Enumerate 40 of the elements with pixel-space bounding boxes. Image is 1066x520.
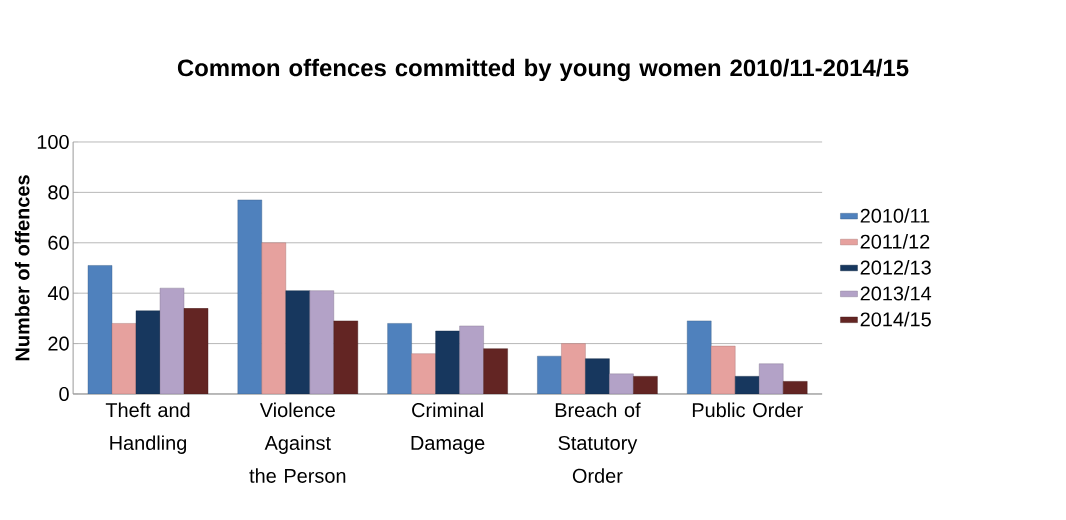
bar xyxy=(609,373,634,394)
bar xyxy=(111,323,137,394)
legend-label: 2013/14 xyxy=(860,285,932,301)
x-tick-label: Theft and Handling xyxy=(105,402,190,454)
bar xyxy=(585,358,610,394)
y-tick-label: 80 xyxy=(48,185,69,200)
chart-title: Common offences committed by young women 2010/11-2014/15 xyxy=(177,58,909,82)
bar xyxy=(159,287,185,394)
x-tick-label: Violence Against the Person xyxy=(249,402,346,483)
legend-label: 2011/12 xyxy=(860,234,930,249)
legend-label: 2010/11 xyxy=(860,208,930,223)
bar xyxy=(135,310,161,394)
bar xyxy=(261,242,287,394)
bar xyxy=(183,308,209,394)
bar xyxy=(759,363,784,394)
bar xyxy=(237,199,263,394)
bar xyxy=(387,323,412,394)
y-tick-label: 60 xyxy=(48,235,69,250)
bar xyxy=(87,265,113,394)
y-tick-label: 0 xyxy=(59,386,69,402)
y-tick-label: 100 xyxy=(37,134,69,150)
bar xyxy=(411,353,436,394)
legend-label: 2014/15 xyxy=(860,311,931,327)
y-axis-title: Number of offences xyxy=(14,175,30,361)
x-tick-label: Public Order xyxy=(692,402,803,418)
bar xyxy=(711,345,736,394)
bar xyxy=(285,290,311,394)
bar xyxy=(333,320,359,394)
y-tick-label: 40 xyxy=(47,286,69,301)
legend-label: 2012/13 xyxy=(860,260,931,275)
y-tick-label: 20 xyxy=(48,336,69,351)
bar xyxy=(309,290,335,394)
bar xyxy=(537,355,562,394)
bar xyxy=(459,325,484,394)
bar xyxy=(687,320,712,394)
bar xyxy=(435,330,460,394)
x-tick-label: Criminal Damage xyxy=(411,402,485,454)
bar xyxy=(561,343,586,394)
x-tick-label: Breach of Statutory Order xyxy=(555,402,641,483)
bar xyxy=(483,348,508,394)
